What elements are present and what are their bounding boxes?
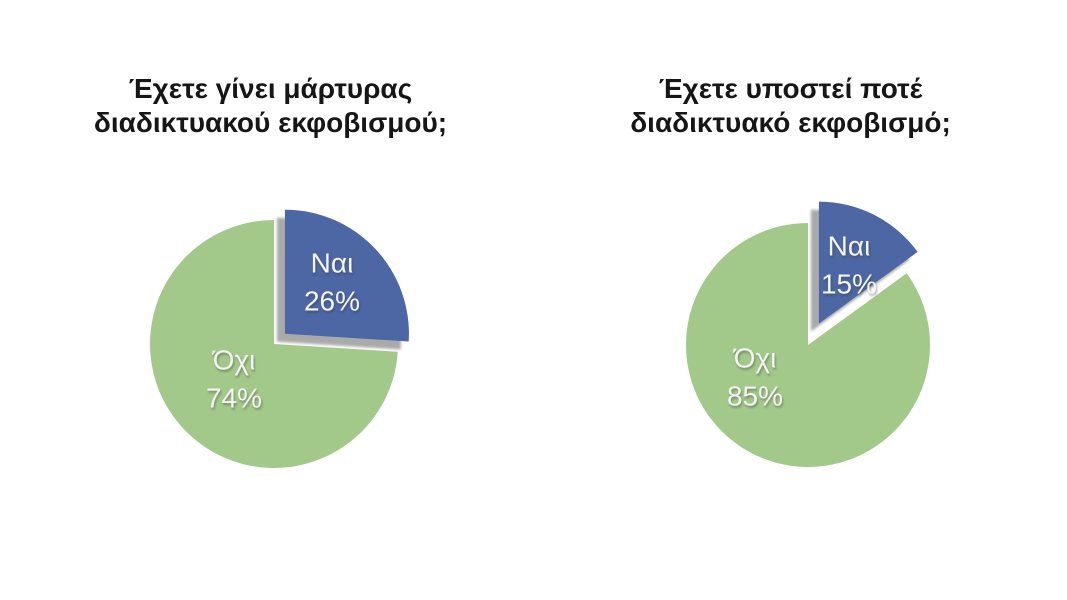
pie-slice-Όχι bbox=[150, 220, 398, 468]
pie-chart-victim: Ναι 15% Όχι 85% bbox=[686, 201, 931, 467]
slice-label-Ναι-pct: 15% bbox=[821, 269, 877, 300]
watermark-logo: @ www SaferInternet4Kids.gr ΓΙΑ ΕΝΑ ΑΣΦΑ… bbox=[0, 492, 1067, 596]
slice-label-Όχι-pct: 85% bbox=[727, 381, 783, 412]
chart-title-witness-line2: διαδικτυακού εκφοβισμού; bbox=[93, 107, 448, 138]
chart-title-witness: Έχετε γίνει μάρτυρας διαδικτυακού εκφοβι… bbox=[48, 72, 493, 140]
chart-title-victim: Έχετε υποστεί ποτέ διαδικτυακό εκφοβισμό… bbox=[578, 72, 1003, 140]
pie-chart-witness: Ναι 26% Όχι 74% bbox=[150, 209, 409, 468]
pie-slice-Ναι bbox=[818, 201, 918, 324]
chart-title-witness-line1: Έχετε γίνει μάρτυρας bbox=[128, 73, 413, 104]
slice-label-Ναι: Ναι bbox=[828, 231, 871, 262]
chart-title-victim-line1: Έχετε υποστεί ποτέ bbox=[658, 73, 923, 104]
slice-label-Όχι: Όχι bbox=[733, 343, 777, 374]
slice-label-Όχι-pct: 74% bbox=[206, 383, 262, 414]
chart-title-victim-line2: διαδικτυακό εκφοβισμό; bbox=[630, 107, 951, 138]
slice-label-Όχι: Όχι bbox=[212, 345, 256, 376]
slice-label-Ναι-pct: 26% bbox=[304, 286, 360, 317]
pie-slice-Ναι bbox=[284, 209, 409, 342]
pie-slice-Όχι bbox=[686, 223, 931, 467]
slice-label-Ναι: Ναι bbox=[311, 248, 354, 279]
